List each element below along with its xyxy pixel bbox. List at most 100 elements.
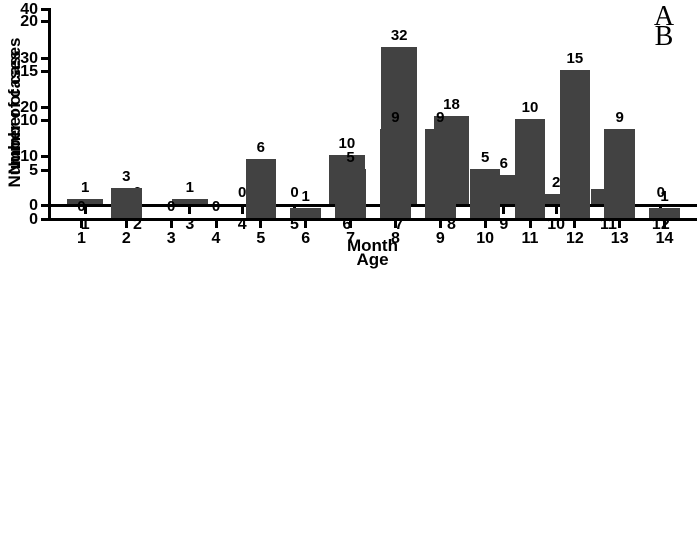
x-axis-tick bbox=[304, 221, 308, 228]
x-axis-tick bbox=[502, 207, 506, 214]
x-tick-label: 3 bbox=[166, 230, 176, 247]
x-axis-tick bbox=[83, 207, 87, 214]
bar bbox=[425, 128, 456, 218]
bar-value-label: 1 bbox=[660, 188, 669, 206]
bar bbox=[111, 188, 142, 218]
x-axis-title: Age bbox=[356, 250, 389, 269]
x-axis-line bbox=[48, 204, 697, 207]
bar bbox=[172, 199, 208, 204]
x-axis-title: Month bbox=[347, 236, 398, 255]
bar bbox=[335, 168, 366, 218]
y-axis-tick bbox=[41, 119, 48, 122]
y-axis-tick bbox=[41, 218, 48, 221]
x-axis-tick bbox=[663, 221, 667, 228]
x-tick-label: 8 bbox=[447, 216, 456, 233]
bar-value-label: 0 bbox=[290, 184, 299, 201]
panel-age-chart: Number of cases 0 5 10 15 20 0 1 3 2 0 3 0 4 6 5 1 6 5 7 9 8… bbox=[5, 13, 697, 269]
x-tick-label: 6 bbox=[342, 216, 352, 233]
x-tick-label: 1 bbox=[80, 216, 90, 233]
y-axis-tick bbox=[41, 204, 48, 207]
x-axis-tick bbox=[349, 221, 353, 228]
x-axis-tick bbox=[259, 221, 263, 228]
x-tick-label: 4 bbox=[237, 216, 247, 233]
y-axis-tick bbox=[41, 8, 48, 11]
y-axis-tick bbox=[41, 69, 48, 73]
x-axis-tick bbox=[528, 221, 532, 228]
bar-value-label: 0 bbox=[211, 198, 221, 215]
bar bbox=[290, 208, 321, 218]
y-axis-tick bbox=[41, 155, 48, 158]
bar bbox=[67, 199, 103, 204]
x-axis-tick bbox=[169, 221, 173, 228]
x-axis-tick bbox=[483, 221, 487, 228]
y-axis-tick bbox=[41, 20, 48, 23]
x-tick-label: 9 bbox=[435, 230, 445, 247]
x-axis-tick bbox=[393, 221, 397, 228]
x-tick-label: 3 bbox=[185, 216, 195, 233]
x-tick-label: 10 bbox=[476, 230, 495, 247]
bar-value-label: 0 bbox=[166, 198, 176, 215]
x-axis-tick bbox=[214, 221, 218, 228]
panel-letter-b: B bbox=[654, 21, 674, 52]
bar bbox=[380, 128, 411, 218]
x-tick-label: 4 bbox=[211, 230, 221, 247]
y-tick-label: 20 bbox=[20, 13, 38, 30]
bar-value-label: 9 bbox=[615, 108, 624, 126]
x-axis-tick bbox=[554, 207, 558, 214]
bar-value-label: 18 bbox=[443, 95, 460, 113]
bar-value-label: 15 bbox=[566, 49, 584, 67]
y-tick-label: 15 bbox=[20, 62, 38, 80]
bar bbox=[245, 158, 277, 218]
x-tick-label: 7 bbox=[346, 230, 356, 247]
y-axis-line bbox=[48, 20, 51, 221]
x-axis-line bbox=[48, 218, 697, 221]
x-tick-label: 2 bbox=[121, 230, 131, 247]
y-axis-tick bbox=[41, 168, 48, 172]
x-axis-tick bbox=[240, 207, 244, 214]
bar-value-label: 6 bbox=[256, 138, 266, 156]
y-tick-label: 0 bbox=[29, 211, 38, 228]
x-tick-label: 9 bbox=[499, 216, 509, 233]
bar-value-label: 2 bbox=[551, 174, 561, 192]
x-axis-tick bbox=[573, 221, 577, 228]
bar-value-label: 32 bbox=[390, 27, 408, 45]
y-tick-label: 30 bbox=[20, 50, 38, 67]
y-axis-tick bbox=[41, 106, 48, 109]
bar-value-label: 1 bbox=[80, 179, 90, 197]
y-tick-label: 20 bbox=[20, 99, 38, 116]
y-tick-label: 0 bbox=[29, 197, 38, 214]
bar bbox=[538, 194, 574, 204]
x-axis-tick bbox=[79, 221, 83, 228]
x-tick-label: 7 bbox=[394, 216, 404, 233]
plot-area-age: 0 5 10 15 20 0 1 3 2 0 3 0 4 6 5 1 6 5 7 9 8 9 9 5 10 10 11 15 12 9 13… bbox=[20, 13, 697, 247]
x-tick-label: 2 bbox=[133, 216, 142, 233]
panel-letter-a: A bbox=[653, 1, 675, 32]
bar-value-label: 5 bbox=[480, 148, 490, 166]
bar-value-label: 0 bbox=[77, 198, 86, 215]
y-tick-label: 10 bbox=[20, 112, 38, 129]
y-tick-label: 10 bbox=[20, 148, 38, 165]
bar-value-label: 10 bbox=[521, 99, 539, 116]
x-tick-label: 5 bbox=[290, 216, 299, 233]
x-tick-label: 11 bbox=[521, 230, 539, 247]
bar-value-label: 0 bbox=[656, 184, 665, 201]
x-tick-label: 5 bbox=[256, 230, 266, 247]
bar bbox=[649, 208, 680, 218]
x-axis-tick bbox=[124, 221, 128, 228]
bar-value-label: 1 bbox=[301, 188, 310, 206]
x-tick-label: 8 bbox=[390, 230, 400, 247]
bar-value-label: 9 bbox=[436, 108, 445, 126]
y-tick-label: 5 bbox=[29, 161, 38, 179]
x-tick-label: 14 bbox=[655, 230, 674, 247]
bar-value-label: 0 bbox=[237, 184, 247, 201]
x-tick-label: 12 bbox=[565, 230, 584, 247]
bar-value-label: 3 bbox=[122, 168, 131, 186]
x-axis-tick bbox=[438, 221, 442, 228]
x-tick-label: 6 bbox=[301, 230, 311, 247]
x-axis-tick bbox=[188, 207, 192, 214]
y-tick-label: 40 bbox=[20, 1, 38, 18]
x-axis-tick bbox=[618, 221, 622, 228]
bar-value-label: 9 bbox=[391, 108, 400, 126]
bar bbox=[514, 119, 546, 218]
